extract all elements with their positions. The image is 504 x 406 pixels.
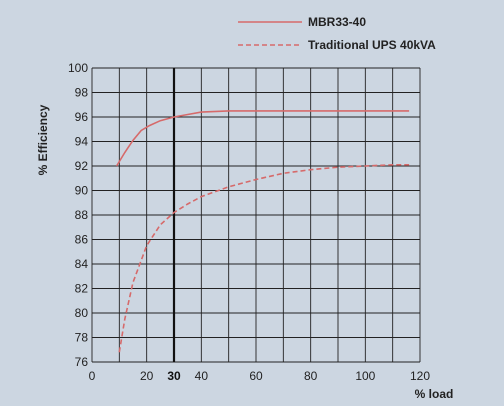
legend-label-1: MBR33-40: [308, 15, 366, 29]
x-tick-label: 80: [304, 369, 318, 383]
y-tick-label: 80: [75, 306, 89, 320]
series-line-2: [118, 164, 410, 353]
y-tick-label: 84: [75, 257, 89, 271]
y-tick-label: 88: [75, 208, 89, 222]
y-tick-label: 100: [68, 61, 88, 75]
x-tick-label: 120: [410, 369, 430, 383]
y-tick-label: 82: [75, 282, 89, 296]
x-tick-label: 60: [249, 369, 263, 383]
y-axis-label: % Efficiency: [36, 104, 50, 175]
x-tick-label: 30: [167, 369, 181, 383]
y-tick-label: 96: [75, 110, 89, 124]
x-tick-label: 100: [355, 369, 375, 383]
legend-label-2: Traditional UPS 40kVA: [308, 38, 436, 52]
series-line-1: [115, 110, 410, 167]
x-tick-label: 40: [195, 369, 209, 383]
y-tick-label: 92: [75, 159, 89, 173]
x-tick-label: 20: [140, 369, 154, 383]
x-axis-label: % load: [415, 387, 454, 401]
y-tick-label: 86: [75, 233, 89, 247]
y-tick-label: 94: [75, 135, 89, 149]
y-tick-label: 90: [75, 184, 89, 198]
y-tick-label: 76: [75, 355, 89, 369]
y-tick-label: 98: [75, 86, 89, 100]
y-tick-label: 78: [75, 331, 89, 345]
x-tick-label: 0: [89, 369, 96, 383]
